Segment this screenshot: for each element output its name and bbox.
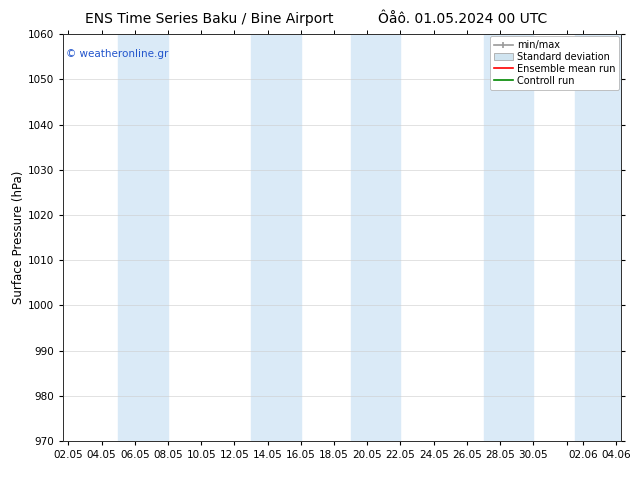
Y-axis label: Surface Pressure (hPa): Surface Pressure (hPa) [12, 171, 25, 304]
Bar [351, 34, 401, 441]
Bar [251, 34, 301, 441]
Legend: min/max, Standard deviation, Ensemble mean run, Controll run: min/max, Standard deviation, Ensemble me… [489, 36, 619, 90]
Bar [575, 34, 621, 441]
Text: Ôåô. 01.05.2024 00 UTC: Ôåô. 01.05.2024 00 UTC [378, 12, 547, 26]
Bar [118, 34, 168, 441]
Text: ENS Time Series Baku / Bine Airport: ENS Time Series Baku / Bine Airport [85, 12, 333, 26]
Text: © weatheronline.gr: © weatheronline.gr [66, 49, 169, 58]
Bar [484, 34, 533, 441]
